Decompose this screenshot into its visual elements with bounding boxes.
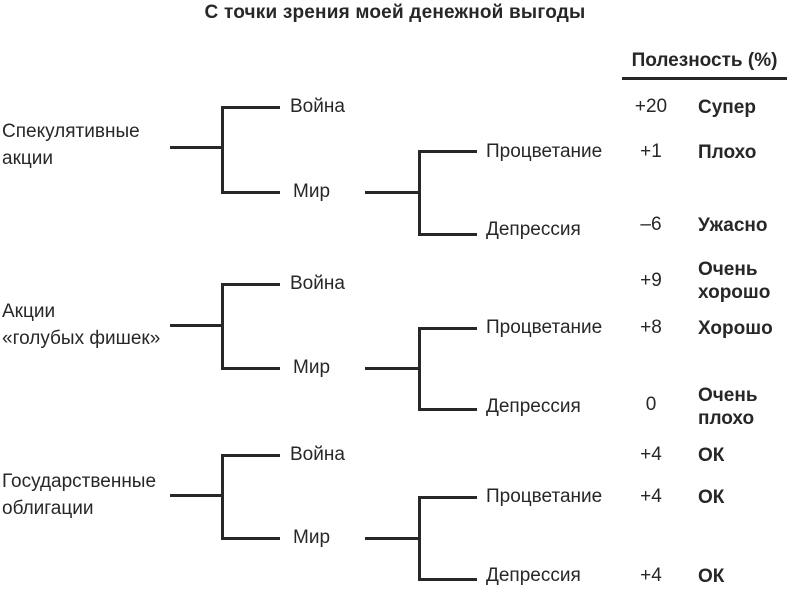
rating-label: Очень хорошо: [698, 259, 771, 303]
tree-line: [418, 150, 421, 236]
rating-label: Очень плохо: [698, 385, 758, 429]
rating-label: Ужасно: [698, 214, 768, 236]
war-branch-label: Война: [290, 273, 345, 294]
utility-value: +1: [640, 141, 662, 162]
option-label-government-bonds: Государственные облигации: [2, 468, 156, 522]
rating-label: ОК: [698, 444, 725, 466]
diagram-title: С точки зрения моей денежной выгоды: [204, 2, 586, 23]
option-name-line: Акции: [2, 301, 56, 322]
utility-value: –6: [640, 214, 662, 235]
option-name-line: акции: [2, 148, 53, 169]
utility-column-header: Полезность (%): [622, 50, 787, 80]
tree-line: [170, 494, 222, 497]
tree-line: [170, 324, 222, 327]
peace-branch-label: Мир: [293, 181, 331, 202]
option-name-line: «голубых фишек»: [2, 328, 161, 349]
tree-line: [365, 367, 420, 370]
depression-branch-label: Депрессия: [486, 396, 581, 417]
tree-line: [418, 578, 477, 581]
tree-line: [418, 496, 477, 499]
tree-line: [170, 146, 222, 149]
tree-line: [221, 191, 280, 194]
option-name-line: Спекулятивные: [2, 121, 140, 142]
tree-line: [221, 283, 280, 286]
depression-branch-label: Депрессия: [486, 565, 581, 586]
tree-line: [418, 496, 421, 581]
tree-line: [418, 327, 477, 330]
utility-value: +9: [640, 270, 662, 291]
utility-value: +4: [640, 444, 662, 465]
tree-line: [418, 408, 477, 411]
rating-label: ОК: [698, 486, 725, 508]
prosperity-branch-label: Процветание: [486, 141, 603, 162]
prosperity-branch-label: Процветание: [486, 486, 603, 507]
option-label-speculative-stocks: Спекулятивные акции: [2, 118, 140, 172]
utility-value: +4: [640, 565, 662, 586]
utility-value: +4: [640, 486, 662, 507]
war-branch-label: Война: [290, 96, 345, 117]
peace-branch-label: Мир: [293, 357, 331, 378]
rating-label: ОК: [698, 565, 725, 587]
tree-line: [418, 327, 421, 411]
option-name-line: облигации: [2, 498, 94, 519]
prosperity-branch-label: Процветание: [486, 317, 603, 338]
tree-line: [418, 150, 477, 153]
utility-value: +8: [640, 317, 662, 338]
tree-line: [221, 106, 224, 194]
peace-branch-label: Мир: [293, 527, 331, 548]
tree-line: [221, 367, 280, 370]
tree-line: [365, 191, 420, 194]
rating-label: Супер: [698, 96, 756, 118]
rating-label: Хорошо: [698, 317, 773, 339]
tree-line: [365, 537, 420, 540]
depression-branch-label: Депрессия: [486, 219, 581, 240]
tree-line: [221, 283, 224, 370]
option-name-line: Государственные: [2, 471, 157, 492]
tree-line: [418, 233, 477, 236]
tree-line: [221, 106, 280, 109]
tree-line: [221, 537, 280, 540]
option-label-blue-chip-stocks: Акции «голубых фишек»: [2, 298, 160, 352]
utility-value: +20: [634, 96, 668, 117]
war-branch-label: Война: [290, 444, 345, 465]
tree-line: [221, 454, 280, 457]
rating-label: Плохо: [698, 141, 757, 163]
tree-line: [221, 454, 224, 540]
utility-value: 0: [645, 394, 657, 415]
